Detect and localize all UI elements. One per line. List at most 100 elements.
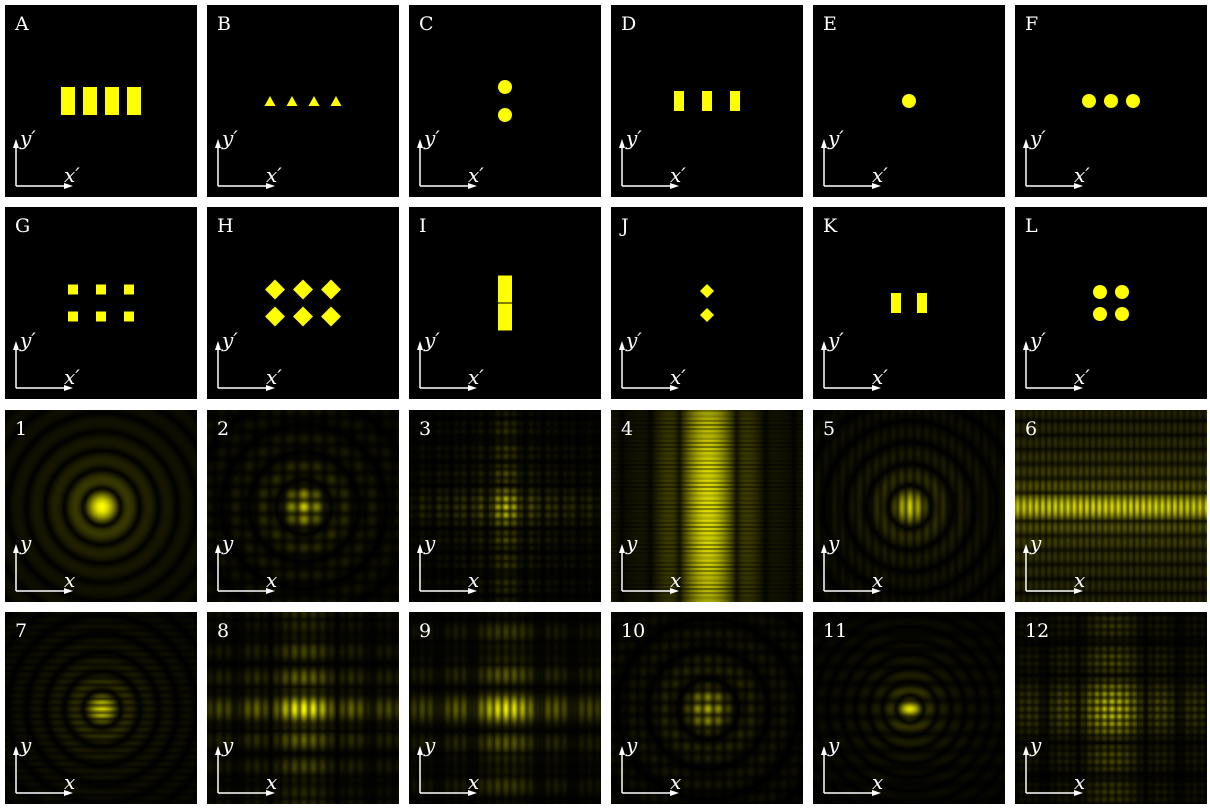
x-axis-label: x′: [266, 163, 282, 187]
aperture-panel-j: x′ y′ J: [611, 207, 803, 399]
aperture-panel-g: x′ y′ G: [5, 207, 197, 399]
diffraction-image: [813, 410, 1005, 602]
y-axis-label: y: [423, 531, 436, 555]
y-axis-label: y: [625, 733, 638, 757]
y-axis-label: y: [221, 531, 234, 555]
aperture-shape: [702, 91, 712, 111]
panel-label: 5: [823, 418, 836, 440]
x-axis-label: x′: [872, 163, 888, 187]
aperture-panel-f: x′ y′ F: [1015, 5, 1207, 197]
aperture-shape: [321, 279, 341, 300]
panel-label: L: [1025, 215, 1038, 237]
aperture-shape: [286, 96, 298, 106]
aperture-shape: [83, 87, 97, 115]
aperture-shape: [308, 96, 320, 106]
y-axis-label: y′: [1029, 328, 1046, 352]
x-axis-label: x: [1074, 770, 1085, 794]
y-axis-label: y: [625, 531, 638, 555]
aperture-shape: [265, 306, 285, 327]
y-axis-label: y′: [625, 126, 642, 150]
aperture-shape: [498, 108, 512, 122]
panel-label: C: [419, 13, 434, 35]
x-axis-label: x: [64, 770, 75, 794]
x-axis-label: x: [670, 770, 681, 794]
pattern-panel-12: x y 12: [1015, 612, 1207, 804]
x-axis-label: x′: [64, 163, 80, 187]
aperture-shape: [124, 284, 134, 295]
aperture-shape: [96, 311, 106, 322]
y-axis-label: y: [19, 733, 32, 757]
diffraction-image: [5, 410, 197, 602]
y-axis-label: y′: [221, 328, 238, 352]
axes: x′ y′: [13, 126, 80, 189]
aperture-shape: [1104, 94, 1118, 108]
axes: xy: [821, 531, 883, 594]
diffraction-image: [1015, 410, 1207, 602]
axes: xy: [619, 531, 681, 594]
x-axis-label: x: [266, 770, 277, 794]
panel-label: J: [621, 215, 629, 237]
y-axis-label: y′: [221, 126, 238, 150]
diffraction-image: [611, 612, 803, 804]
aperture-shape: [68, 284, 78, 295]
axes: xy: [821, 733, 883, 796]
axes: xy: [1023, 531, 1085, 594]
panel-label: 7: [15, 620, 28, 642]
panel-label: 11: [823, 620, 848, 642]
aperture-shape: [293, 279, 313, 300]
aperture-panel-e: x′ y′ E: [813, 5, 1005, 197]
y-axis-label: y′: [827, 126, 844, 150]
aperture-shape: [265, 279, 285, 300]
axes: xy: [215, 733, 277, 796]
x-axis-label: x′: [872, 365, 888, 389]
x-axis-label: x: [872, 568, 883, 592]
panel-label: 2: [217, 418, 230, 440]
aperture-shape: [96, 284, 106, 295]
aperture-panel-b: x′ y′ B: [207, 5, 399, 197]
pattern-panel-10: x y 10: [611, 612, 803, 804]
axes: x′ y′: [417, 328, 484, 391]
aperture-shape: [902, 94, 916, 108]
aperture-shape: [1093, 285, 1107, 299]
aperture-shape: [1093, 307, 1107, 321]
axes: xy: [417, 531, 479, 594]
panel-label: G: [15, 215, 31, 237]
y-axis-label: y: [1029, 733, 1042, 757]
axes: x′ y′: [619, 328, 686, 391]
y-axis-label: y: [827, 531, 840, 555]
y-axis-label: y: [827, 733, 840, 757]
axes: x′ y′: [821, 126, 888, 189]
y-axis-label: y: [1029, 531, 1042, 555]
axes: x′ y′: [1023, 126, 1090, 189]
diffraction-image: [207, 612, 399, 804]
axes: xy: [1023, 733, 1085, 796]
y-axis-label: y: [221, 733, 234, 757]
aperture-shape: [68, 311, 78, 322]
axes: xy: [13, 733, 75, 796]
x-axis-label: x: [266, 568, 277, 592]
diffraction-image: [611, 410, 803, 602]
y-axis-label: y′: [625, 328, 642, 352]
aperture-shape: [321, 306, 341, 327]
panel-label: H: [217, 215, 234, 237]
aperture-shape: [127, 87, 141, 115]
aperture-shape: [1115, 285, 1129, 299]
aperture-shape: [498, 275, 512, 303]
axes: x′ y′: [417, 126, 484, 189]
aperture-shape: [674, 91, 684, 111]
aperture-shape: [730, 91, 740, 111]
x-axis-label: x′: [1074, 163, 1090, 187]
aperture-shape: [1126, 94, 1140, 108]
panel-label: K: [823, 215, 838, 237]
panel-label: I: [419, 215, 427, 237]
x-axis-label: x′: [468, 365, 484, 389]
axes: x′ y′: [215, 126, 282, 189]
y-axis-label: y′: [827, 328, 844, 352]
aperture-shape: [330, 96, 342, 106]
aperture-shape: [124, 311, 134, 322]
panel-label: A: [15, 13, 29, 35]
